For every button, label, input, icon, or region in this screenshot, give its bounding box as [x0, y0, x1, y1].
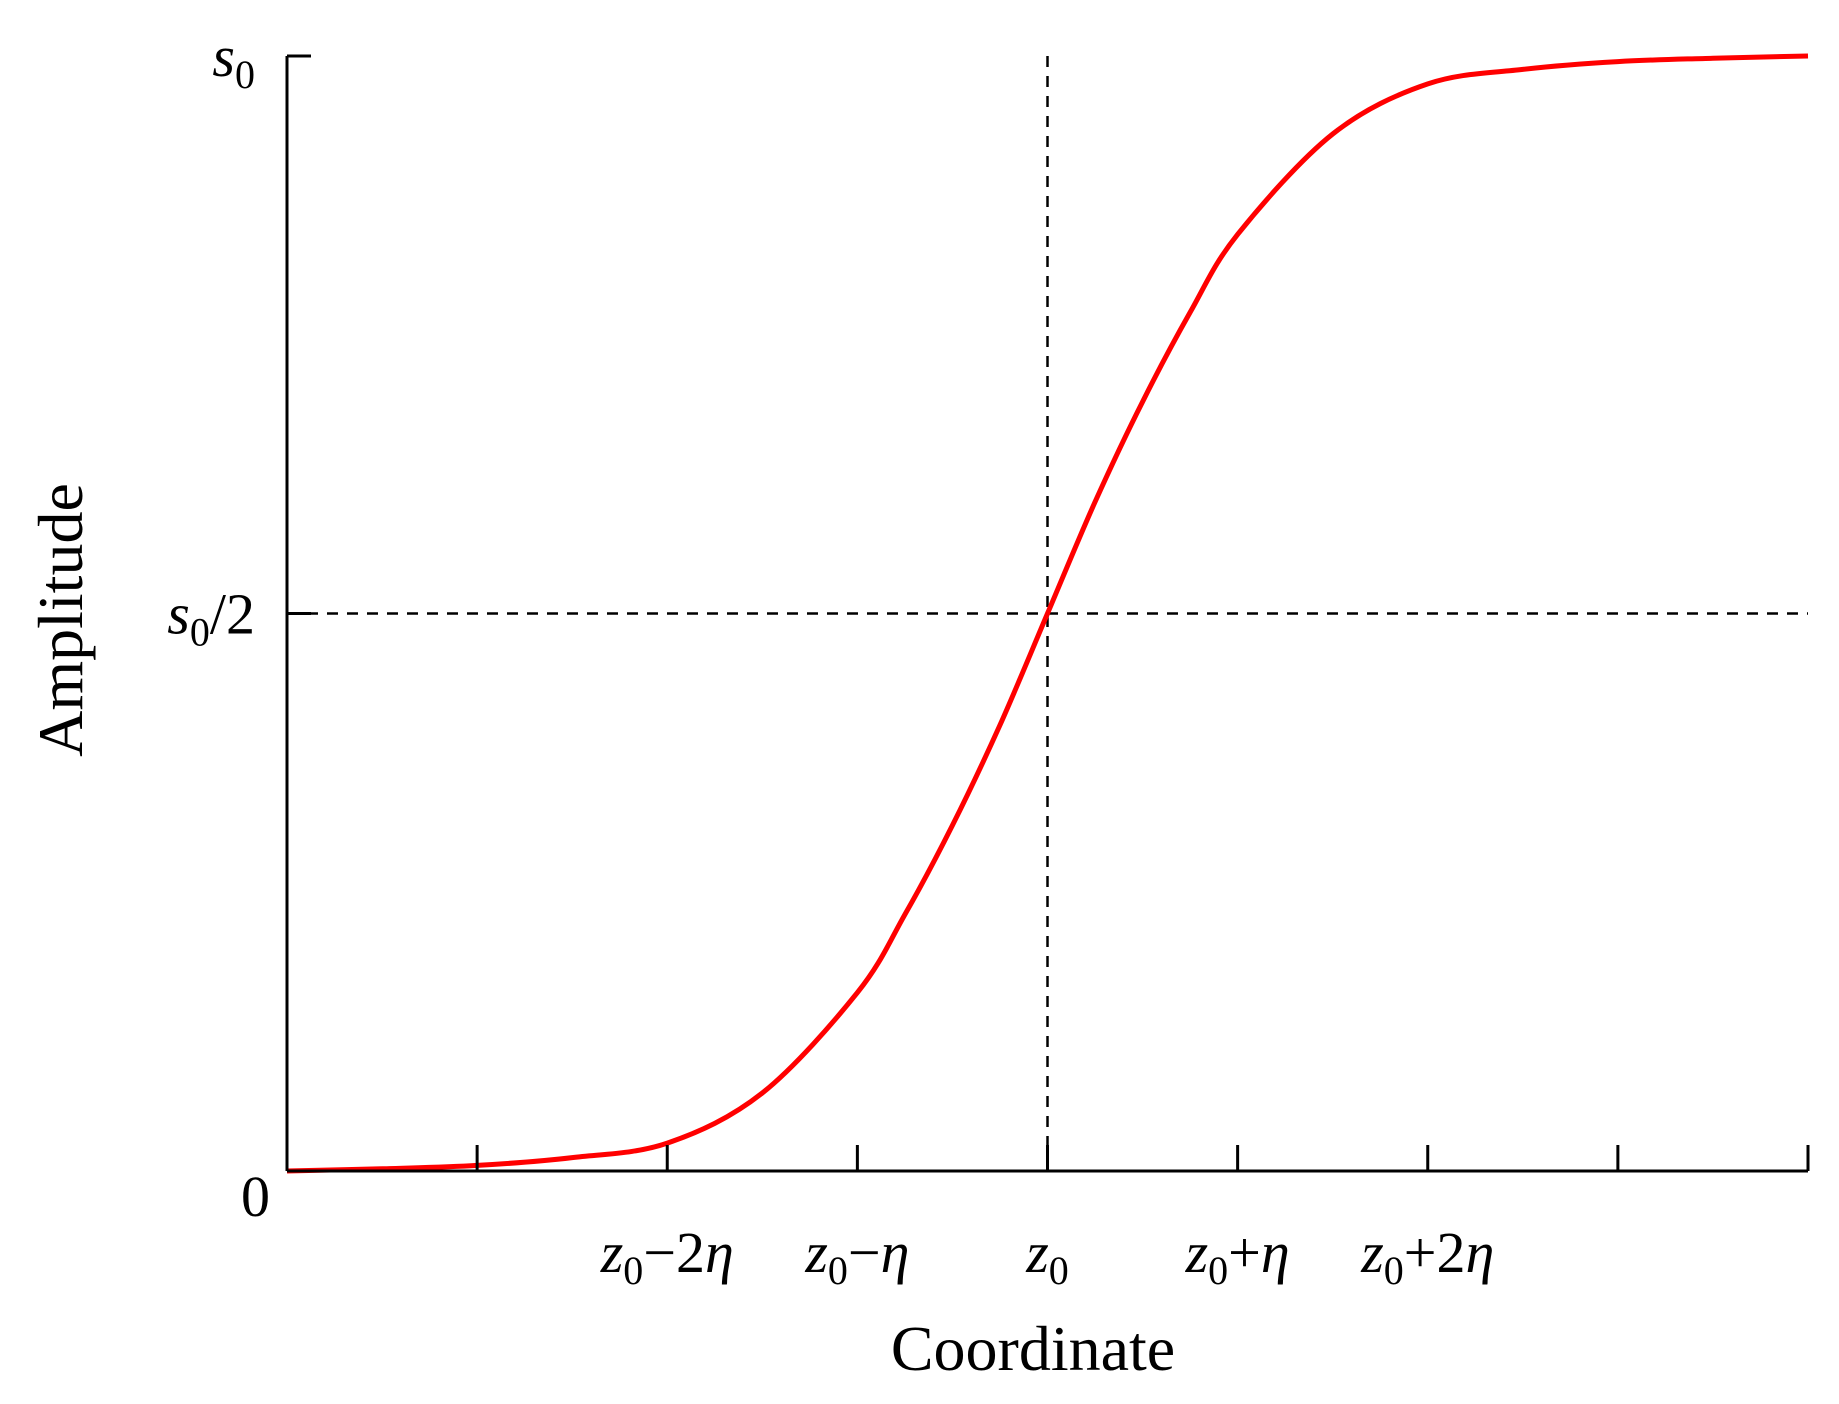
curve-series-0: [286, 53, 1809, 1174]
x-tick-label: z0: [1025, 1220, 1069, 1293]
y-tick-label: s0/2: [167, 582, 255, 655]
ticks: [287, 54, 1810, 1171]
x-axis-title: Coordinate: [891, 1313, 1175, 1384]
y-axis-title: Amplitude: [25, 483, 96, 757]
x-tick-label: z0−2η: [600, 1220, 734, 1293]
x-tick-label: z0−η: [804, 1220, 909, 1293]
x-tick-label: z0+η: [1185, 1220, 1290, 1293]
y-tick-label: 0: [241, 1164, 270, 1229]
y-tick-label: s0: [212, 24, 255, 97]
tick-labels: z0−2η z0−η z0 z0+η z0+2η 0 s0/2 s0: [167, 24, 1494, 1293]
curve-layer: [286, 53, 1809, 1174]
x-tick-label: z0+2η: [1360, 1220, 1494, 1293]
